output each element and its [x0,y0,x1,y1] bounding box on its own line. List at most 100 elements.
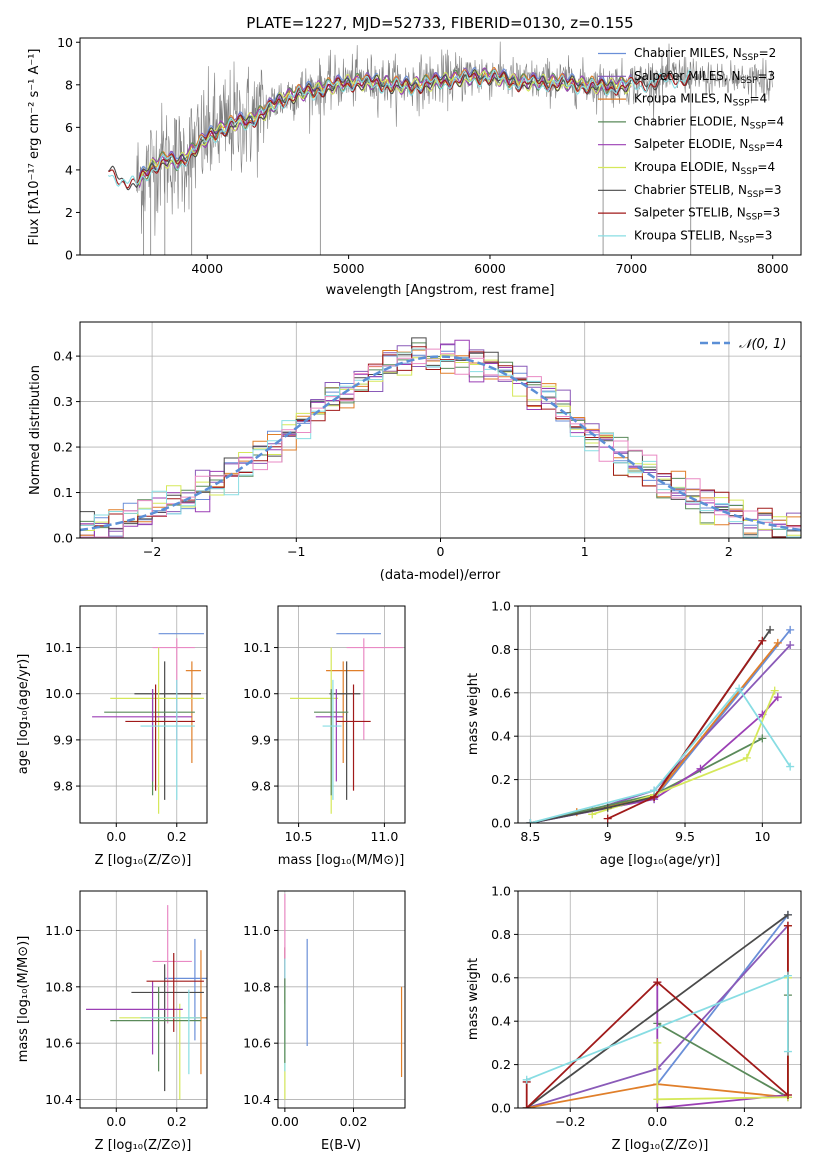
age-vs-mass-axes-frame [277,605,406,824]
x-tick-label: 8000 [757,261,789,276]
age-vs-metallicity-plot-area: 0.0 0.2 9.8 9.9 10.0 10.1 [45,606,207,844]
y-tick-label: 0 [65,248,73,263]
marks-layer [107,41,773,255]
residual-ylabel: Normed distribution [28,365,43,495]
residual-plot-area: −2 −1 0 1 2 0.0 0.1 0.2 0.3 0.4 [53,322,801,559]
y-tick-label: 9.8 [53,779,73,794]
x-tick-label: 9 [604,829,612,844]
x-tick-label: 8.5 [520,829,540,844]
series-line [656,914,789,1085]
x-tick-label: 10.5 [285,829,313,844]
figure-title: PLATE=1227, MJD=52733, FIBERID=0130, z=0… [246,14,633,32]
x-tick-label: 0.2 [167,829,187,844]
y-tick-label: 10.1 [45,640,73,655]
histogram-step-line [80,348,801,538]
marks-layer [92,633,204,814]
spectrum-plot-area: 4000 5000 6000 7000 8000 0 2 4 6 8 10 [57,35,789,276]
y-tick-label: 10.8 [243,979,271,994]
series-line [530,686,791,823]
y-tick-label: 8 [65,77,73,92]
model-spectrum-line [138,68,632,186]
y-tick-label: 2 [65,205,73,220]
data-point-marker [773,693,782,702]
legend-label: 𝒩(0, 1) [739,337,786,352]
marks-layer [526,625,795,823]
mass-vs-metallicity-plot-area: 0.0 0.2 10.4 10.6 10.8 11.0 [45,891,207,1129]
spectrum-xlabel: wavelength [Angstrom, rest frame] [326,283,555,298]
y-tick-label: 0.4 [53,349,73,364]
x-tick-label: 5000 [333,261,365,276]
data-point-marker [522,1075,531,1084]
model-spectrum-line [107,69,691,187]
y-tick-label: 0.2 [491,1057,511,1072]
histogram-step-line [80,354,801,536]
marks-layer [284,893,403,1100]
y-tick-label: 0.8 [491,642,511,657]
data-point-marker [735,684,744,693]
data-point-marker [742,753,751,762]
data-point-marker [696,764,705,773]
x-tick-label: 0.0 [106,1114,126,1129]
data-point-marker [653,1104,662,1108]
data-point-marker [786,762,795,771]
x-tick-label: 0 [437,544,445,559]
y-tick-label: 0.0 [491,1101,511,1116]
marks-layer [80,337,801,538]
y-tick-label: 10.6 [45,1036,73,1051]
y-tick-label: 0.6 [491,685,511,700]
weight-vs-age-panel: 8.5 9 9.5 10 0.0 0.2 0.4 0.6 0.8 1.0 age [log₁₀(a… [466,599,802,868]
mass-vs-ebv-axes-frame [277,890,406,1109]
x-tick-label: 0.00 [271,1114,299,1129]
series-line [530,737,763,823]
mass-vs-ebv-xlabel: E(B-V) [321,1138,361,1153]
mass-vs-ebv-plot-area: 0.00 0.02 10.4 10.6 10.8 11.0 [243,891,405,1129]
age-vs-metallicity-panel: 0.0 0.2 9.8 9.9 10.0 10.1 Z [log₁₀(Z/Z⊙)] age… [16,605,208,868]
age-vs-metallicity-ylabel: age [log₁₀(age/yr)] [16,654,31,775]
y-tick-label: 11.0 [243,923,271,938]
series-line [530,629,771,823]
weight-vs-metallicity-xlabel: Z [log₁₀(Z/Z⊙)] [612,1138,709,1153]
mass-vs-ebv-panel: 0.00 0.02 10.4 10.6 10.8 11.0 E(B-V) [243,890,406,1153]
y-tick-label: 4 [65,162,73,177]
weight-vs-metallicity-panel: −0.2 0.0 0.2 0.0 0.2 0.4 0.6 0.8 1.0 Z [log₁₀(Z/… [466,884,802,1153]
x-tick-label: 11.0 [370,829,398,844]
legend-label: Salpeter STELIB, NSSP=3 [634,206,780,223]
residual-xlabel: (data-model)/error [380,568,501,583]
legend-label: Kroupa STELIB, NSSP=3 [634,228,772,245]
data-point-marker [603,814,612,823]
model-spectrum-line [138,67,632,188]
observed-spectrum-line [136,41,773,236]
y-tick-label: 0.2 [491,772,511,787]
y-tick-label: 9.8 [251,779,271,794]
weight-vs-metallicity-axes-frame [517,890,802,1109]
marks-layer [290,633,404,814]
data-point-marker [783,1047,792,1056]
spectrum-legend: Chabrier MILES, NSSP=2 Salpeter MILES, NS… [598,46,784,245]
residual-axes-frame [79,321,802,539]
data-point-marker [522,1104,531,1108]
x-tick-label: 0.2 [167,1114,187,1129]
gaussian-reference-line [80,355,801,532]
data-point-marker [786,641,795,650]
y-tick-label: 0.4 [491,1014,511,1029]
residual-panel: −2 −1 0 1 2 0.0 0.1 0.2 0.3 0.4 (data-model)/erro… [28,321,802,583]
legend-label: Salpeter MILES, NSSP=3 [634,69,775,86]
legend-label: Chabrier STELIB, NSSP=3 [634,183,782,200]
marks-layer [522,910,792,1108]
data-point-marker [650,786,659,795]
x-tick-label: −0.2 [555,1114,585,1129]
weight-vs-age-ylabel: mass weight [466,673,481,755]
legend-label: Chabrier MILES, NSSP=2 [634,46,776,63]
mass-vs-metallicity-xlabel: Z [log₁₀(Z/Z⊙)] [95,1138,192,1153]
y-tick-label: 10.0 [243,686,271,701]
y-tick-label: 0.0 [53,531,73,546]
x-tick-label: −1 [287,544,305,559]
y-tick-label: 10 [57,35,73,50]
residual-legend: 𝒩(0, 1) [700,337,786,352]
marks-layer [86,905,207,1100]
data-point-marker [773,638,782,647]
y-tick-label: 0.1 [53,485,73,500]
x-tick-label: 0.2 [734,1114,754,1129]
age-vs-mass-panel: 10.5 11.0 9.8 9.9 10.0 10.1 mass [log₁₀(M/M⊙)… [243,605,406,868]
y-tick-label: 10.8 [45,979,73,994]
